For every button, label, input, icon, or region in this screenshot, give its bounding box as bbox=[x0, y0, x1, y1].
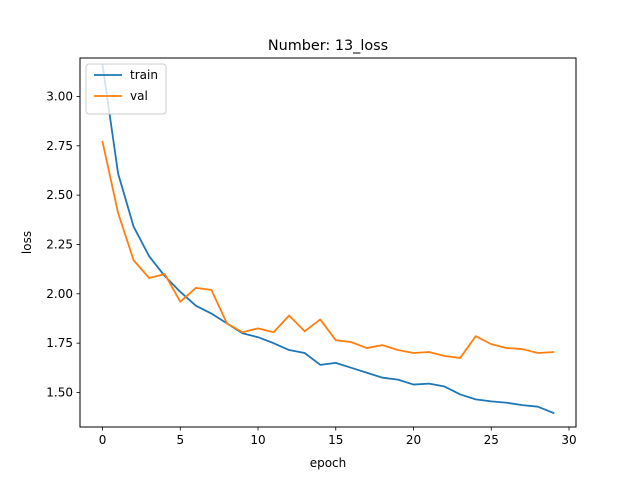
x-tick-label: 0 bbox=[99, 433, 107, 447]
y-tick-label: 2.00 bbox=[46, 287, 73, 301]
series-line-train bbox=[101, 63, 555, 415]
y-tick-label: 2.50 bbox=[46, 188, 73, 202]
chart-title: Number: 13_loss bbox=[268, 38, 388, 54]
x-tick-label: 15 bbox=[328, 433, 343, 447]
series-line-val bbox=[101, 140, 555, 359]
plot-area: 0 5 10 15 20 25 30 1.50 1.75 2.00 2.25 2.50 2.75 3.0… bbox=[46, 57, 577, 447]
y-tick-label: 1.75 bbox=[46, 336, 73, 350]
legend-label-val: val bbox=[130, 89, 148, 103]
y-tick-label: 3.00 bbox=[46, 89, 73, 103]
legend-label-train: train bbox=[130, 68, 158, 82]
legend: train val bbox=[85, 63, 167, 115]
y-axis-title: loss bbox=[20, 231, 34, 254]
y-tick-label: 1.50 bbox=[46, 385, 73, 399]
x-tick-label: 5 bbox=[176, 433, 184, 447]
x-axis: 0 5 10 15 20 25 30 bbox=[99, 427, 577, 447]
y-axis: 1.50 1.75 2.00 2.25 2.50 2.75 3.00 bbox=[46, 89, 80, 399]
axes-background bbox=[80, 58, 576, 427]
legend-box bbox=[85, 63, 167, 115]
x-tick-label: 10 bbox=[250, 433, 265, 447]
x-tick-label: 20 bbox=[406, 433, 421, 447]
series-layer bbox=[101, 63, 555, 415]
axes-frame bbox=[79, 57, 577, 428]
x-tick-label: 25 bbox=[484, 433, 499, 447]
x-axis-title: epoch bbox=[310, 456, 347, 470]
x-tick-label: 30 bbox=[561, 433, 576, 447]
y-tick-label: 2.75 bbox=[46, 139, 73, 153]
y-tick-label: 2.25 bbox=[46, 237, 73, 251]
